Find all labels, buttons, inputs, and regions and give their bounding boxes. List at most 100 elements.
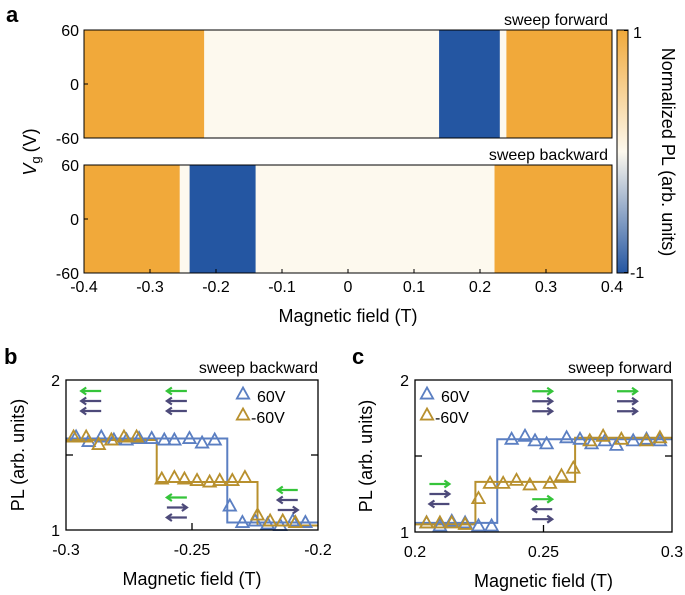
x-tick-label: -0.2 bbox=[304, 542, 332, 559]
arrow-right bbox=[617, 386, 639, 396]
heatmap-segment bbox=[189, 165, 257, 273]
x-tick-label: -0.3 bbox=[136, 279, 164, 296]
data-point bbox=[166, 469, 183, 483]
arrow-right bbox=[532, 386, 555, 396]
data-point bbox=[206, 431, 223, 446]
data-point bbox=[522, 476, 538, 491]
arrow-right bbox=[532, 514, 555, 524]
x-tick-label: -0.25 bbox=[174, 542, 211, 559]
y-tick-label: -60 bbox=[56, 131, 79, 148]
plot-title: sweep backward bbox=[199, 360, 318, 377]
arrow-left bbox=[79, 396, 102, 406]
data-point bbox=[652, 429, 668, 444]
legend-label: -60V bbox=[251, 410, 285, 427]
y-label-var: V bbox=[20, 162, 40, 176]
data-point bbox=[638, 432, 655, 447]
data-point bbox=[470, 490, 487, 505]
arrow-left bbox=[275, 485, 298, 495]
x-tick-label: 0.2 bbox=[469, 279, 491, 296]
arrow-right bbox=[429, 479, 452, 489]
data-point bbox=[222, 497, 238, 512]
x-tick-labels-a: -0.4 -0.3 -0.2 -0.1 0 0.1 0.2 0.3 0.4 bbox=[70, 269, 623, 296]
y-tick-labels-a: 60 0 -60 60 0 -60 bbox=[56, 23, 79, 283]
data-point bbox=[224, 472, 241, 486]
data-point bbox=[508, 471, 525, 486]
y-tick-label: 1 bbox=[51, 523, 60, 540]
data-point bbox=[128, 428, 145, 443]
colorbar-label: Normalized PL (arb. units) bbox=[658, 48, 678, 256]
y-tick-label: 2 bbox=[51, 373, 60, 390]
colorbar-max-label: 1 bbox=[633, 25, 642, 42]
data-point bbox=[542, 475, 558, 489]
arrow-right bbox=[277, 505, 300, 515]
data-point bbox=[625, 432, 641, 447]
data-point bbox=[538, 435, 555, 450]
heatmap-segment bbox=[506, 30, 613, 138]
x-tick-label: -0.2 bbox=[202, 279, 230, 296]
data-point bbox=[613, 430, 630, 445]
data-point bbox=[582, 432, 598, 447]
data-point bbox=[287, 514, 304, 528]
data-point bbox=[116, 428, 132, 443]
arrow-left bbox=[164, 513, 187, 522]
data-point bbox=[652, 432, 668, 447]
step-line-pos bbox=[66, 437, 318, 524]
data-point bbox=[212, 472, 228, 486]
y-label-unit: (V) bbox=[20, 128, 40, 152]
x-axis-label: Magnetic field (T) bbox=[474, 571, 613, 591]
heatmap-segment bbox=[204, 30, 440, 138]
legend-label: 60V bbox=[257, 389, 286, 406]
data-point bbox=[527, 432, 543, 447]
data-point bbox=[176, 470, 193, 485]
heatmap-segment bbox=[499, 30, 507, 138]
data-point bbox=[78, 428, 94, 443]
y-tick-label: 0 bbox=[70, 77, 79, 94]
step-line-neg bbox=[415, 436, 672, 526]
data-point bbox=[482, 475, 498, 489]
arrow-left bbox=[164, 396, 187, 406]
arrow-left bbox=[164, 493, 187, 502]
arrow-left bbox=[275, 495, 298, 505]
heatmap-title-backward: sweep backward bbox=[489, 147, 608, 164]
x-axis-label-a: Magnetic field (T) bbox=[278, 306, 417, 326]
plot-b: 1 2 -0.3 -0.25 -0.2 Magnetic field (T) PL (arb… bbox=[8, 360, 332, 589]
arrow-right bbox=[617, 406, 639, 416]
x-tick-label: 0 bbox=[344, 279, 353, 296]
x-tick-label: 0.4 bbox=[601, 279, 623, 296]
y-axis-label-a: Vg (V) bbox=[20, 128, 43, 175]
data-point bbox=[432, 517, 448, 532]
heatmap-title-forward: sweep forward bbox=[504, 12, 608, 29]
data-point bbox=[483, 517, 500, 532]
x-tick-label: -0.4 bbox=[70, 279, 98, 296]
data-point bbox=[297, 514, 314, 528]
y-tick-label: 60 bbox=[61, 158, 79, 175]
data-point bbox=[131, 430, 147, 444]
x-tick-label: -0.1 bbox=[268, 279, 296, 296]
y-tick-label: -60 bbox=[56, 266, 79, 283]
panel-label-b: b bbox=[4, 344, 17, 369]
heatmap-segment bbox=[255, 165, 496, 273]
data-point bbox=[553, 467, 570, 482]
data-point bbox=[249, 506, 266, 521]
arrow-left bbox=[79, 386, 102, 396]
y-axis-label: PL (arb. units) bbox=[8, 399, 28, 511]
y-tick-label: 1 bbox=[400, 525, 409, 542]
data-point bbox=[65, 428, 82, 443]
data-point bbox=[432, 514, 448, 529]
data-point bbox=[91, 436, 107, 450]
colorbar bbox=[616, 29, 629, 274]
data-point bbox=[595, 427, 611, 442]
x-tick-label: 0.1 bbox=[403, 279, 425, 296]
arrow-left bbox=[79, 406, 102, 416]
legend-marker bbox=[235, 385, 251, 400]
legend-label: -60V bbox=[435, 410, 469, 427]
data-point bbox=[103, 431, 120, 446]
x-tick-label: 0.2 bbox=[404, 544, 426, 561]
data-point bbox=[234, 514, 251, 528]
data-point bbox=[565, 459, 582, 474]
heatmap-segment bbox=[84, 165, 181, 273]
data-point bbox=[418, 514, 435, 529]
legend-marker bbox=[419, 385, 435, 400]
arrow-left bbox=[530, 504, 553, 514]
data-point bbox=[237, 469, 253, 483]
